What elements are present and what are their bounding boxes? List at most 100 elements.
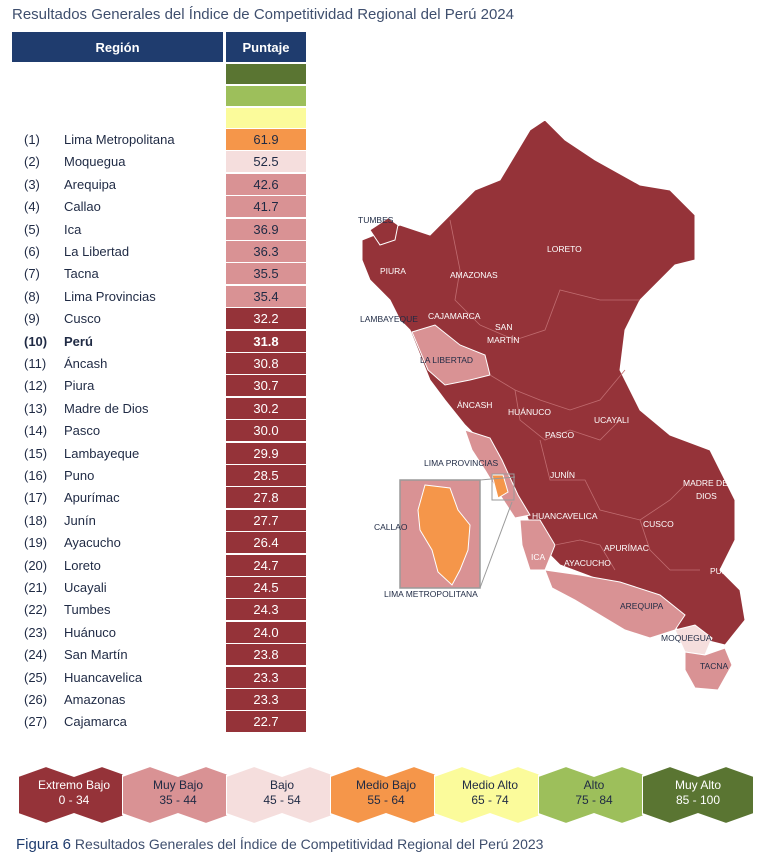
column-header-region: Región bbox=[12, 32, 223, 62]
legend-range: 35 - 44 bbox=[159, 793, 197, 807]
legend-swatch bbox=[642, 766, 754, 824]
map-region-arequipa bbox=[544, 569, 686, 639]
row-score: 24.7 bbox=[226, 554, 306, 576]
table-row: (4) Callao 41.7 bbox=[12, 196, 306, 218]
table-row: (19) Ayacucho 26.4 bbox=[12, 532, 306, 554]
row-score: 61.9 bbox=[226, 129, 306, 150]
legend-item: Bajo 45 - 54 bbox=[226, 766, 338, 824]
empty-swatch bbox=[226, 64, 306, 84]
map-region-tacna bbox=[684, 647, 733, 691]
row-score: 31.8 bbox=[226, 330, 306, 352]
table-row: (14) Pasco 30.0 bbox=[12, 420, 306, 442]
row-region-name: Ayacucho bbox=[64, 535, 121, 551]
map-label-huancavelica: HUANCAVELICA bbox=[532, 511, 598, 521]
row-rank: (7) bbox=[24, 266, 40, 282]
row-region-name: Cusco bbox=[64, 311, 101, 327]
row-region-name: Huánuco bbox=[64, 624, 117, 640]
row-score: 24.5 bbox=[226, 577, 306, 598]
table-row: (3) Arequipa 42.6 bbox=[12, 173, 306, 196]
legend-label: Extremo Bajo bbox=[37, 778, 111, 792]
row-rank: (1) bbox=[24, 132, 40, 147]
map-label-tacna: TACNA bbox=[700, 661, 729, 671]
row-score: 30.8 bbox=[226, 353, 306, 374]
row-rank: (3) bbox=[24, 176, 40, 192]
map-label-moquegua: MOQUEGUA bbox=[661, 633, 712, 643]
row-rank: (22) bbox=[24, 602, 48, 618]
row-rank: (26) bbox=[24, 692, 48, 707]
row-rank: (21) bbox=[24, 580, 48, 595]
map-label-piura: PIURA bbox=[380, 266, 406, 276]
row-rank: (27) bbox=[24, 714, 48, 730]
legend-range: 0 - 34 bbox=[58, 793, 90, 807]
row-region-name: Pasco bbox=[64, 423, 101, 439]
row-rank: (16) bbox=[24, 468, 48, 483]
row-score: 29.9 bbox=[226, 442, 306, 464]
legend-item: Medio Bajo 55 - 64 bbox=[330, 766, 442, 824]
map-label-cusco: CUSCO bbox=[643, 519, 674, 529]
row-score: 36.3 bbox=[226, 241, 306, 262]
row-region-name: Arequipa bbox=[64, 176, 117, 192]
inset-lima-metropolitana bbox=[417, 484, 471, 586]
figure-caption-text: Resultados Generales del Índice de Compe… bbox=[74, 836, 544, 852]
row-region-name: Puno bbox=[64, 468, 95, 483]
table-row: (2) Moquegua 52.5 bbox=[12, 151, 306, 173]
legend-label: Bajo bbox=[269, 778, 295, 792]
row-score: 35.4 bbox=[226, 285, 306, 307]
legend-swatch bbox=[122, 766, 234, 824]
map-label-san-martin-1: SAN bbox=[495, 322, 512, 332]
legend-item: Medio Alto 65 - 74 bbox=[434, 766, 546, 824]
map-label-huanuco: HUÁNUCO bbox=[508, 407, 551, 417]
map-region-moquegua bbox=[674, 624, 713, 656]
row-score: 23.8 bbox=[226, 644, 306, 666]
legend-item: Muy Alto 85 - 100 bbox=[642, 766, 754, 824]
row-region-name: Lima Metropolitana bbox=[64, 132, 175, 147]
row-rank: (2) bbox=[24, 154, 40, 170]
table-row: (13) Madre de Dios 30.2 bbox=[12, 397, 306, 420]
row-score: 24.0 bbox=[226, 621, 306, 643]
row-rank: (18) bbox=[24, 512, 48, 528]
map-label-lima-metropolitana: LIMA METROPOLITANA bbox=[384, 589, 478, 599]
table-row: (18) Junín 27.7 bbox=[12, 509, 306, 532]
table-row: (27) Cajamarca 22.7 bbox=[12, 711, 306, 733]
legend-swatch bbox=[538, 766, 650, 824]
map-region-tumbes bbox=[369, 217, 399, 246]
row-score: 27.8 bbox=[226, 487, 306, 509]
map-labels: TUMBES PIURA LAMBAYEQUE AMAZONAS CAJAMAR… bbox=[358, 215, 735, 671]
legend-range: 85 - 100 bbox=[675, 793, 721, 807]
row-rank: (15) bbox=[24, 445, 48, 461]
table-row: (21) Ucayali 24.5 bbox=[12, 577, 306, 599]
table-row: (22) Tumbes 24.3 bbox=[12, 599, 306, 621]
table-row: (17) Apurímac 27.8 bbox=[12, 487, 306, 509]
row-score: 32.2 bbox=[226, 308, 306, 330]
table-row: (23) Huánuco 24.0 bbox=[12, 621, 306, 644]
row-region-name: Lima Provincias bbox=[64, 288, 156, 304]
map-internal-borders bbox=[449, 219, 700, 571]
map-label-ancash: ÁNCASH bbox=[457, 400, 492, 410]
row-region-name: Cajamarca bbox=[64, 714, 127, 730]
row-region-name: Callao bbox=[64, 199, 101, 215]
table-row: (24) San Martín 23.8 bbox=[12, 644, 306, 666]
row-rank: (12) bbox=[24, 378, 48, 394]
page-title: Resultados Generales del Índice de Compe… bbox=[12, 6, 514, 23]
legend-label: Medio Alto bbox=[461, 778, 519, 792]
row-score: 35.5 bbox=[226, 263, 306, 285]
table-row: (5) Ica 36.9 bbox=[12, 218, 306, 241]
table-row: (7) Tacna 35.5 bbox=[12, 263, 306, 285]
table-header: Región Puntaje bbox=[12, 32, 306, 62]
row-rank: (20) bbox=[24, 557, 48, 573]
empty-swatch bbox=[226, 86, 306, 106]
row-score: 26.4 bbox=[226, 532, 306, 554]
map-label-la-libertad: LA LIBERTAD bbox=[420, 355, 473, 365]
row-rank: (10) bbox=[24, 333, 48, 349]
row-region-name: Tumbes bbox=[64, 602, 111, 618]
row-score: 23.3 bbox=[226, 666, 306, 688]
empty-swatch bbox=[226, 108, 306, 128]
legend-label: Muy Alto bbox=[674, 778, 722, 792]
peru-map: TUMBES PIURA LAMBAYEQUE AMAZONAS CAJAMAR… bbox=[358, 119, 746, 691]
legend-label: Muy Bajo bbox=[152, 778, 204, 792]
table-row: (9) Cusco 32.2 bbox=[12, 308, 306, 330]
row-score: 23.3 bbox=[226, 689, 306, 710]
row-region-name: Perú bbox=[64, 333, 93, 349]
row-rank: (13) bbox=[24, 400, 48, 416]
table-row: (25) Huancavelica 23.3 bbox=[12, 666, 306, 689]
